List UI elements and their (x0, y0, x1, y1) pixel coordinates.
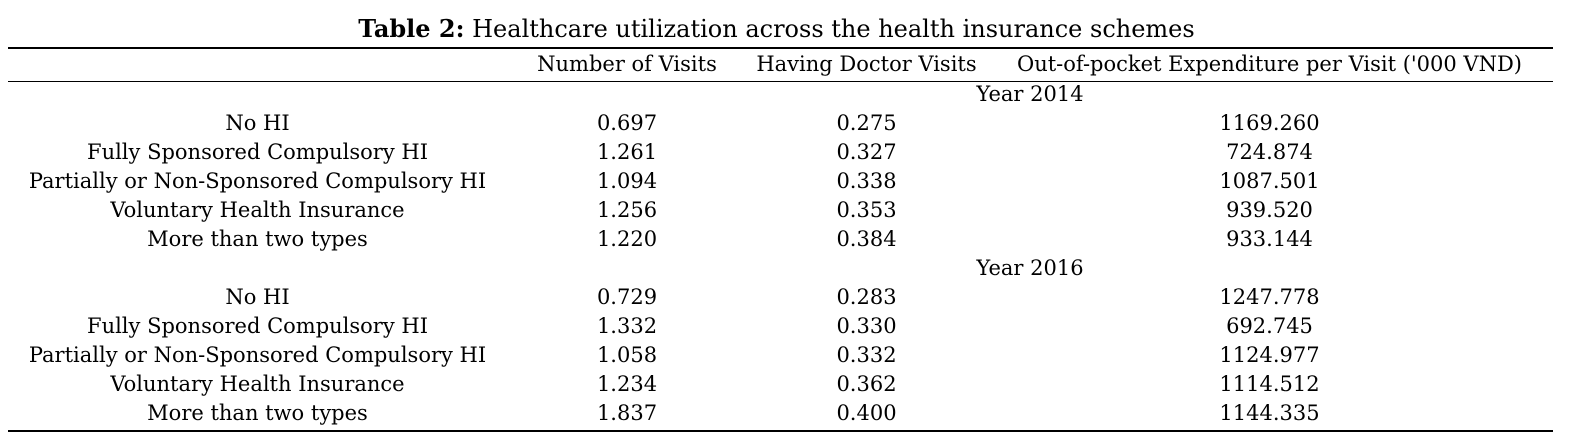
caption-text: Healthcare utilization across the health… (472, 15, 1195, 43)
row-label: Voluntary Health Insurance (110, 198, 405, 222)
group-header-row: Year 2014 (8, 80, 1553, 109)
cell-visits: 1.234 (596, 372, 658, 396)
group-label: Year 2016 (976, 256, 1084, 280)
table-row: Partially or Non-Sponsored Compulsory HI… (8, 341, 1553, 370)
cell-oop: 1144.335 (1219, 401, 1320, 425)
table-row: Partially or Non-Sponsored Compulsory HI… (8, 167, 1553, 196)
column-header-doctor-visits: Having Doctor Visits (756, 52, 977, 76)
cell-doctor-visits: 0.332 (836, 343, 897, 367)
cell-visits: 1.332 (596, 314, 658, 338)
table-row: Voluntary Health Insurance 1.234 0.362 1… (8, 370, 1553, 399)
table-row: More than two types 1.837 0.400 1144.335 (8, 399, 1553, 428)
bottom-rule (8, 430, 1553, 432)
cell-doctor-visits: 0.275 (836, 111, 897, 135)
group-header-row: Year 2016 (8, 254, 1553, 283)
table-body: Year 2014 No HI 0.697 0.275 1169.260 Ful… (8, 80, 1553, 428)
column-header-category (8, 49, 507, 80)
cell-visits: 1.256 (596, 198, 658, 222)
header-row: Number of Visits Having Doctor Visits Ou… (8, 49, 1553, 80)
table-row: More than two types 1.220 0.384 933.144 (8, 225, 1553, 254)
cell-visits: 1.220 (596, 227, 658, 251)
cell-visits: 1.058 (596, 343, 658, 367)
cell-doctor-visits: 0.327 (836, 140, 897, 164)
caption-label: Table 2: (358, 14, 465, 43)
table-row: No HI 0.697 0.275 1169.260 (8, 109, 1553, 138)
cell-doctor-visits: 0.384 (836, 227, 897, 251)
table-row: Fully Sponsored Compulsory HI 1.332 0.33… (8, 312, 1553, 341)
cell-oop: 1169.260 (1219, 111, 1320, 135)
cell-oop: 1087.501 (1219, 169, 1320, 193)
header-rule (8, 81, 1553, 82)
cell-visits: 1.837 (596, 401, 658, 425)
row-label: Fully Sponsored Compulsory HI (87, 314, 428, 338)
table-row: No HI 0.729 0.283 1247.778 (8, 283, 1553, 312)
top-rule (8, 47, 1553, 49)
column-header-oop-expenditure: Out-of-pocket Expenditure per Visit ('00… (1017, 52, 1522, 76)
row-label: No HI (225, 285, 290, 309)
cell-visits: 0.729 (596, 285, 658, 309)
cell-oop: 1124.977 (1219, 343, 1320, 367)
row-label: Voluntary Health Insurance (110, 372, 405, 396)
cell-oop: 724.874 (1226, 140, 1313, 164)
cell-visits: 1.261 (596, 140, 658, 164)
row-label: Partially or Non-Sponsored Compulsory HI (28, 343, 487, 367)
row-label: Fully Sponsored Compulsory HI (87, 140, 428, 164)
row-label: No HI (225, 111, 290, 135)
table-caption: Table 2: Healthcare utilization across t… (0, 14, 1553, 44)
cell-oop: 1114.512 (1219, 372, 1320, 396)
cell-doctor-visits: 0.283 (836, 285, 897, 309)
cell-oop: 692.745 (1226, 314, 1313, 338)
cell-visits: 0.697 (596, 111, 658, 135)
cell-doctor-visits: 0.353 (836, 198, 897, 222)
cell-doctor-visits: 0.330 (836, 314, 897, 338)
row-label: Partially or Non-Sponsored Compulsory HI (28, 169, 487, 193)
cell-oop: 939.520 (1226, 198, 1313, 222)
table-row: Fully Sponsored Compulsory HI 1.261 0.32… (8, 138, 1553, 167)
utilization-table: Number of Visits Having Doctor Visits Ou… (8, 49, 1553, 428)
column-header-number-of-visits: Number of Visits (537, 52, 717, 76)
group-label: Year 2014 (976, 82, 1084, 106)
cell-doctor-visits: 0.400 (836, 401, 897, 425)
cell-oop: 933.144 (1226, 227, 1313, 251)
cell-doctor-visits: 0.362 (836, 372, 897, 396)
row-label: More than two types (147, 401, 368, 425)
cell-visits: 1.094 (596, 169, 658, 193)
table-row: Voluntary Health Insurance 1.256 0.353 9… (8, 196, 1553, 225)
cell-doctor-visits: 0.338 (836, 169, 897, 193)
row-label: More than two types (147, 227, 368, 251)
cell-oop: 1247.778 (1219, 285, 1320, 309)
